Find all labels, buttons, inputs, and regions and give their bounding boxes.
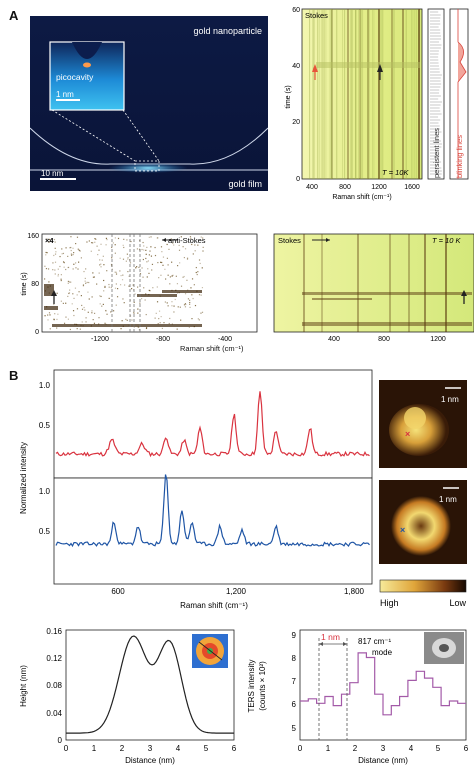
mid-ytick: 80 <box>31 281 39 288</box>
t-xtick: 4 <box>409 744 414 753</box>
h-xtick: 5 <box>204 744 209 753</box>
t-ytick: 7 <box>292 677 297 686</box>
t-xtick: 0 <box>298 744 303 753</box>
colorbar: High Low <box>379 579 466 608</box>
h-ylabel: Height (nm) <box>19 665 28 707</box>
h-xtick: 1 <box>92 744 97 753</box>
panel-letter-a: A <box>9 8 19 23</box>
t-ylabel2: (counts × 10²) <box>258 661 267 711</box>
t-xtick: 1 <box>326 744 331 753</box>
top-ytick: 20 <box>292 119 300 126</box>
spec-xlabel: Raman shift (cm⁻¹) <box>180 601 248 610</box>
spec-ylabel: Normalized intensity <box>19 442 28 514</box>
ters-mode2: mode <box>372 648 393 657</box>
normalized-spectra-plot: 0.5 1.0 0.5 1.0 Normalized intensity 600… <box>19 369 373 610</box>
t-ytick: 8 <box>292 654 297 663</box>
top-ytick: 0 <box>296 176 300 183</box>
h-xlabel: Distance (nm) <box>125 756 175 765</box>
h-xtick: 4 <box>176 744 181 753</box>
t-xlabel: Distance (nm) <box>358 756 408 765</box>
mid-ytick: 160 <box>27 233 39 240</box>
top-ytick: 60 <box>292 7 300 14</box>
spec-ytick: 1.0 <box>39 381 51 390</box>
ters-annot: 1 nm <box>321 632 340 642</box>
t-ytick: 6 <box>292 700 297 709</box>
mid-xtick: -400 <box>218 336 232 343</box>
top-stokes-label: Stokes <box>305 11 328 20</box>
t-xtick: 6 <box>464 744 469 753</box>
h-ytick: 0 <box>58 736 63 745</box>
schematic-title: gold nanoparticle <box>193 26 262 36</box>
top-xtick: 400 <box>306 184 318 191</box>
h-xtick: 3 <box>148 744 153 753</box>
spec-xtick: 600 <box>111 587 125 596</box>
picocavity-schematic: gold nanoparticle picocavity 1 nm 10 nm … <box>30 16 268 191</box>
height-curve <box>66 635 234 734</box>
anti-mult-label: ×4 <box>45 236 54 245</box>
ters-mode1: 817 cm⁻¹ <box>358 637 391 646</box>
svg-text:×: × <box>400 525 405 535</box>
blue-spectrum <box>55 474 370 548</box>
spec-ytick: 0.5 <box>39 527 51 536</box>
h-ytick: 0.16 <box>46 627 62 636</box>
h-xtick: 6 <box>232 744 237 753</box>
mid-xlabel: Raman shift (cm⁻¹) <box>180 344 244 353</box>
top-ytick: 40 <box>292 63 300 70</box>
map1-scale: 1 nm <box>441 395 459 404</box>
scale-label: 10 nm <box>41 169 64 178</box>
h-ytick: 0.12 <box>46 654 62 663</box>
inset-scale-label: 1 nm <box>56 90 74 99</box>
picocavity-label: picocavity <box>56 72 94 82</box>
height-profile-plot: 0 0.04 0.08 0.12 0.16 Height (nm) 0 1 2 … <box>19 627 237 765</box>
h-xtick: 0 <box>64 744 69 753</box>
panel-letter-b: B <box>9 368 19 383</box>
mid-ylabel: time (s) <box>21 272 28 295</box>
t-ylabel: TERS intensity <box>247 660 256 713</box>
t-xtick: 3 <box>381 744 386 753</box>
mid-xtick: -800 <box>156 336 170 343</box>
top-ylabel: time (s) <box>285 85 292 108</box>
colorbar-low: Low <box>449 598 466 608</box>
ters-curve <box>300 652 466 716</box>
mid-temp-label: T = 10 K <box>432 236 462 245</box>
t-ytick: 5 <box>292 724 297 733</box>
mid-xtick: -1200 <box>91 336 109 343</box>
top-xtick: 800 <box>339 184 351 191</box>
spec-ytick: 0.5 <box>39 421 51 430</box>
top-xtick: 1200 <box>371 184 387 191</box>
spec-xtick: 1,200 <box>226 587 247 596</box>
ters-profile-plot: 1 nm 817 cm⁻¹ mode 5 6 7 8 9 TERS intens… <box>247 629 469 765</box>
mid-xtick: 400 <box>328 336 340 343</box>
t-xtick: 2 <box>353 744 358 753</box>
top-xtick: 1600 <box>404 184 420 191</box>
anti-stokes-label: anti-Stokes <box>168 236 206 245</box>
stokes-spectrogram-top: Stokes T = 10K 0 20 40 60 400 800 1200 1… <box>285 7 469 201</box>
mid-xtick: 800 <box>378 336 390 343</box>
h-ytick: 0.08 <box>46 681 62 690</box>
stm-map-1: × 1 nm <box>379 380 467 468</box>
mid-xtick: 1200 <box>430 336 446 343</box>
top-xlabel: Raman shift (cm⁻¹) <box>332 194 391 201</box>
top-temp-label: T = 10K <box>382 168 409 177</box>
h-ytick: 0.04 <box>46 709 62 718</box>
map2-scale: 1 nm <box>439 495 457 504</box>
film-label: gold film <box>228 179 262 189</box>
blinking-label: blinking lines <box>455 135 464 178</box>
mid-ytick: 0 <box>35 329 39 336</box>
red-spectrum <box>55 391 370 458</box>
colorbar-high: High <box>380 598 399 608</box>
stm-map-2: × 1 nm <box>379 480 467 564</box>
svg-text:×: × <box>405 429 410 439</box>
t-ytick: 9 <box>292 631 297 640</box>
anti-stokes-stokes-spectrogram: ×4 anti-Stokes Stokes T = 10 K 0 80 160 … <box>21 233 474 343</box>
spec-xtick: 1,800 <box>344 587 365 596</box>
persistent-label: persistent lines <box>432 128 441 178</box>
t-xtick: 5 <box>436 744 441 753</box>
spec-ytick: 1.0 <box>39 487 51 496</box>
mid-stokes-label: Stokes <box>278 236 301 245</box>
h-xtick: 2 <box>120 744 125 753</box>
